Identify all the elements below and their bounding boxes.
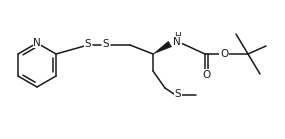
Text: O: O bbox=[202, 70, 210, 80]
Text: S: S bbox=[175, 89, 181, 99]
Text: N: N bbox=[173, 37, 181, 47]
Text: S: S bbox=[85, 39, 91, 49]
Text: O: O bbox=[220, 49, 228, 59]
Polygon shape bbox=[153, 41, 172, 54]
Text: S: S bbox=[103, 39, 109, 49]
Text: H: H bbox=[174, 32, 180, 40]
Text: N: N bbox=[33, 38, 41, 48]
